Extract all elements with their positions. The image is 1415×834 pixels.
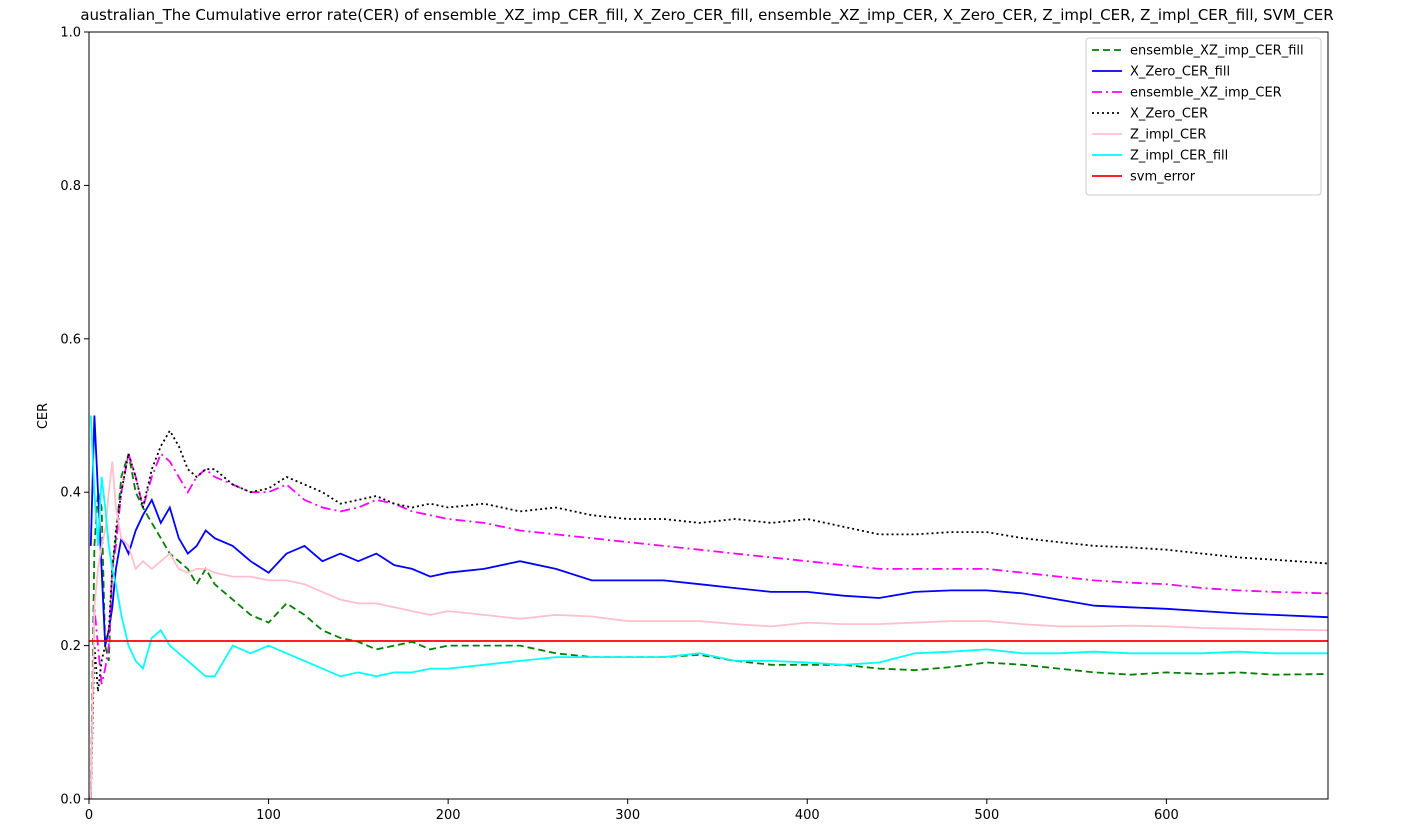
legend-box: [1085, 37, 1322, 196]
legend-label: X_Zero_CER_fill: [1130, 65, 1230, 80]
x-tick-label: 500: [974, 808, 999, 823]
legend-label: ensemble_XZ_imp_CER_fill: [1130, 44, 1304, 59]
legend-label: X_Zero_CER: [1130, 107, 1208, 122]
legend: ensemble_XZ_imp_CER_fill X_Zero_CER_fille…: [1085, 37, 1322, 196]
y-axis-label: CER: [36, 403, 51, 429]
x-tick-label: 100: [256, 808, 281, 823]
y-tick-label: 0.0: [60, 793, 81, 808]
legend-label: Z_impl_CER_fill: [1130, 149, 1228, 164]
chart-title: australian_The Cumulative error rate(CER…: [80, 6, 1333, 25]
y-axis-ticks: 0.0 0.2 0.4 0.6 0.8 1.0: [60, 26, 89, 808]
y-tick-label: 1.0: [60, 26, 81, 41]
y-tick-label: 0.4: [60, 486, 81, 501]
x-tick-label: 0: [85, 808, 93, 823]
plot-series-group: [89, 415, 1329, 800]
series-line-ensemble-xz-imp-cer: [89, 452, 1329, 800]
x-axis-ticks: 0 100 200 300 400 500 600: [85, 799, 1179, 823]
legend-label: ensemble_XZ_imp_CER: [1130, 86, 1282, 101]
y-tick-label: 0.2: [60, 639, 81, 654]
series-line-x-zero-cer-fill: [89, 415, 1329, 646]
x-tick-label: 200: [436, 808, 461, 823]
x-tick-label: 300: [615, 808, 640, 823]
series-line-z-impl-cer: [89, 461, 1329, 800]
y-tick-label: 0.6: [60, 332, 81, 347]
legend-label: Z_impl_CER: [1130, 128, 1206, 143]
series-line-z-impl-cer-fill: [89, 415, 1328, 678]
series-line-ensemble-xz-imp-cer-fill: [89, 453, 1329, 800]
plot-frame: [88, 31, 1329, 800]
legend-label: svm_error: [1130, 170, 1196, 185]
x-tick-label: 600: [1154, 808, 1179, 823]
y-tick-label: 0.8: [60, 179, 81, 194]
x-tick-label: 400: [795, 808, 820, 823]
